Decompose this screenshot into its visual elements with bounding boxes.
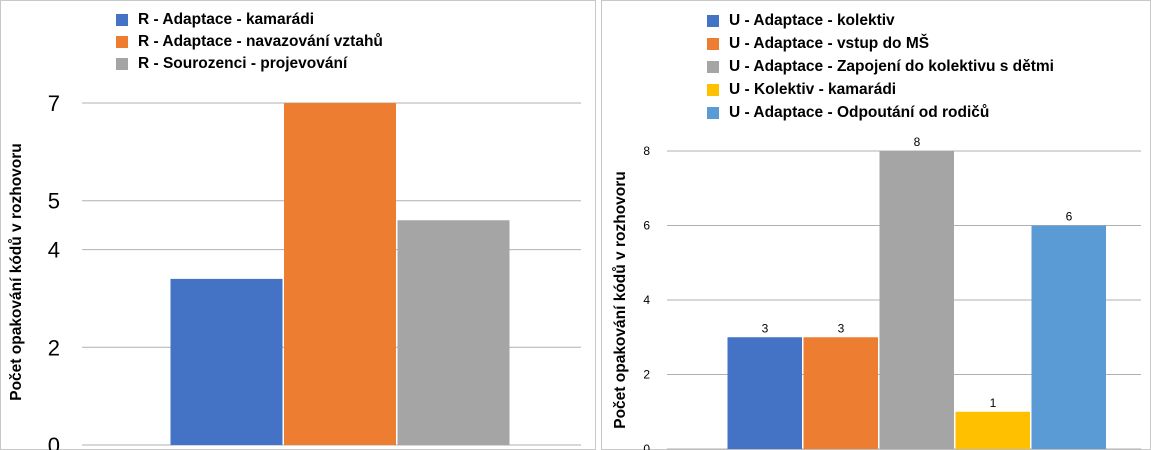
legend-label: R - Sourozenci - projevování — [138, 55, 348, 72]
data-label: 3 — [762, 321, 769, 335]
right-chart-legend: U - Adaptace - kolektiv U - Adaptace - v… — [707, 9, 1054, 124]
bar — [955, 411, 1030, 449]
legend-label: U - Adaptace - Odpoutání od rodičů — [729, 103, 990, 121]
bar — [727, 337, 802, 449]
y-tick-label: 7 — [48, 91, 60, 116]
left-chart-legend: R - Adaptace - kamarádi R - Adaptace - n… — [116, 9, 383, 75]
legend-swatch — [707, 37, 719, 50]
legend-swatch — [116, 14, 128, 26]
legend-item: U - Adaptace - Zapojení do kolektivu s d… — [707, 55, 1054, 78]
bar — [879, 151, 954, 449]
bar — [170, 278, 283, 445]
y-tick-label: 2 — [643, 368, 650, 382]
data-label: 1 — [990, 396, 997, 410]
legend-item: R - Adaptace - navazování vztahů — [116, 31, 383, 53]
legend-swatch — [707, 83, 719, 96]
legend-label: U - Adaptace - kolektiv — [729, 11, 895, 29]
y-tick-label: 4 — [643, 293, 650, 307]
data-label: 3 — [838, 321, 845, 335]
legend-label: R - Adaptace - navazování vztahů — [138, 33, 383, 50]
bar — [397, 220, 510, 445]
legend-swatch — [707, 14, 719, 27]
y-tick-label: 0 — [643, 442, 650, 450]
y-tick-label: 5 — [48, 189, 60, 214]
legend-swatch — [707, 106, 719, 119]
y-tick-label: 0 — [48, 433, 60, 450]
legend-item: U - Adaptace - vstup do MŠ — [707, 32, 1054, 55]
y-tick-label: 8 — [643, 144, 650, 158]
legend-swatch — [707, 60, 719, 73]
legend-swatch — [116, 58, 128, 70]
y-tick-label: 6 — [643, 219, 650, 233]
legend-item: R - Adaptace - kamarádi — [116, 9, 383, 31]
legend-item: U - Adaptace - Odpoutání od rodičů — [707, 101, 1054, 124]
legend-label: U - Adaptace - Zapojení do kolektivu s d… — [729, 57, 1054, 75]
legend-label: R - Adaptace - kamarádi — [138, 11, 315, 28]
legend-label: U - Kolektiv - kamarádi — [729, 80, 897, 98]
legend-item: U - Kolektiv - kamarádi — [707, 78, 1054, 101]
data-label: 8 — [914, 135, 921, 149]
legend-item: R - Sourozenci - projevování — [116, 53, 383, 75]
legend-swatch — [116, 36, 128, 48]
legend-label: U - Adaptace - vstup do MŠ — [729, 34, 930, 52]
bar — [1031, 225, 1106, 449]
bar — [284, 103, 396, 445]
data-label: 6 — [1066, 210, 1073, 224]
y-tick-label: 2 — [48, 335, 60, 360]
bar — [803, 337, 878, 449]
legend-item: U - Adaptace - kolektiv — [707, 9, 1054, 32]
y-tick-label: 4 — [48, 238, 60, 263]
